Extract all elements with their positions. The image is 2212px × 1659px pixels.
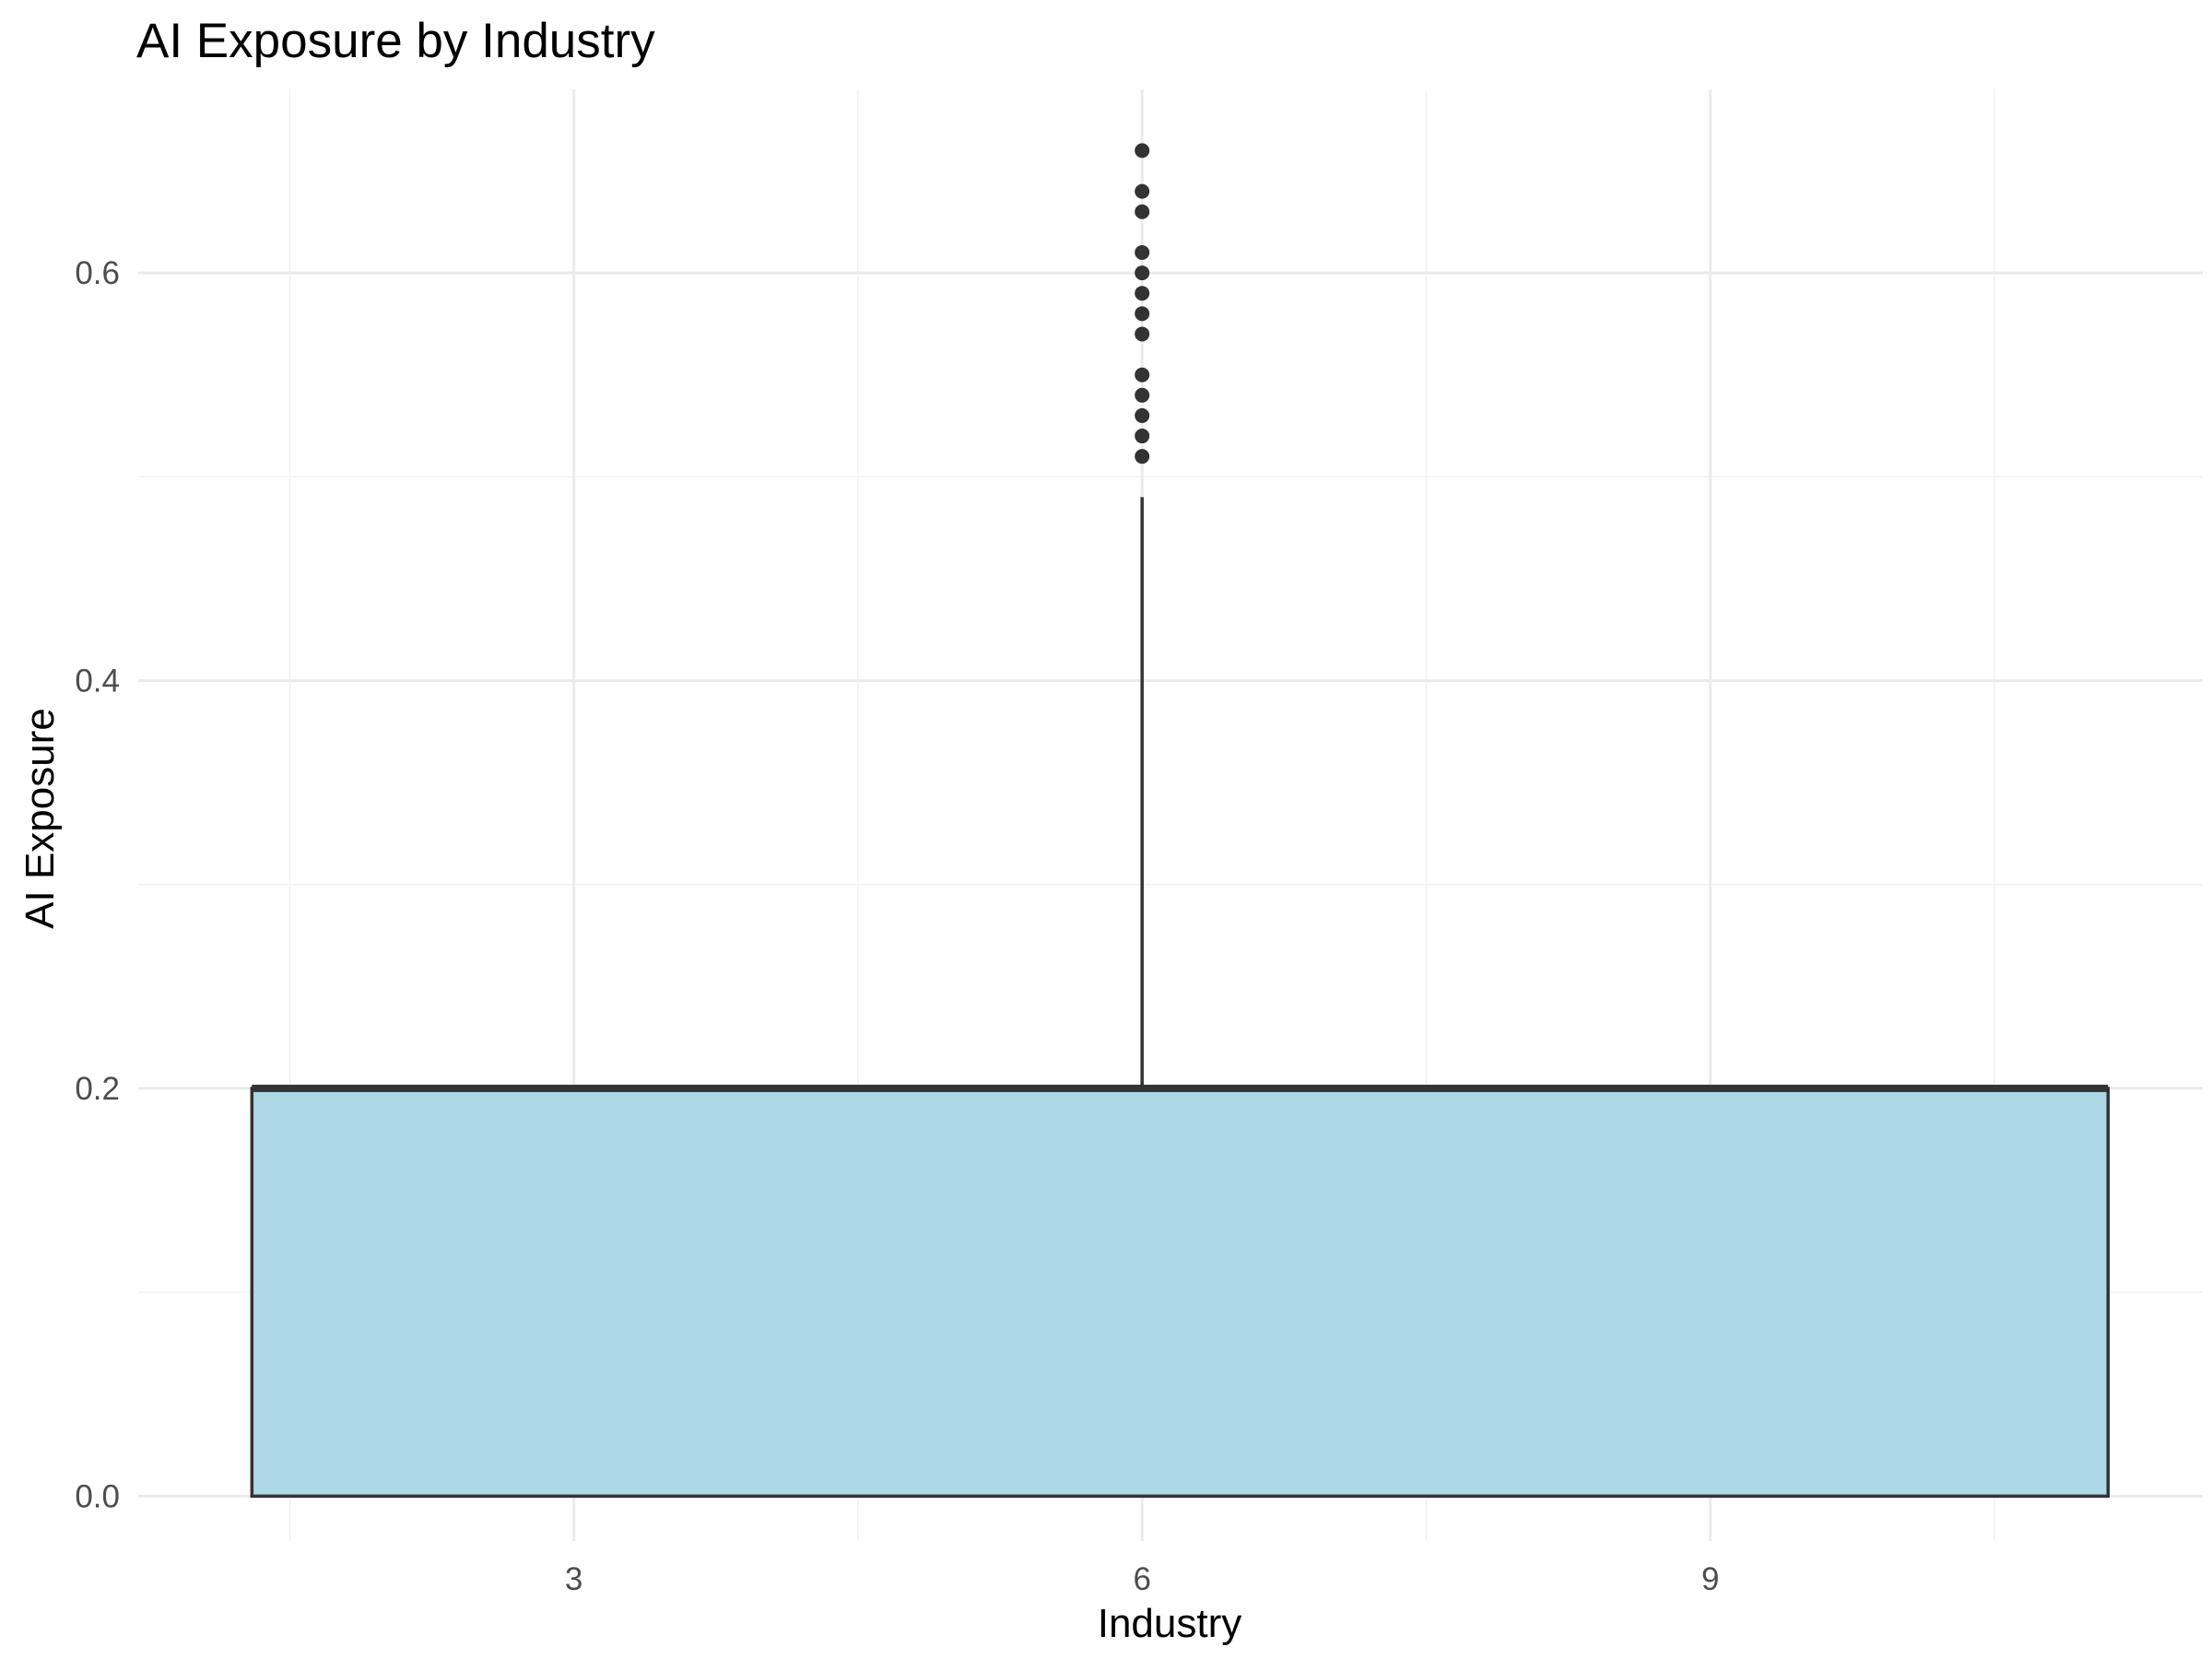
outlier-point (1135, 449, 1150, 465)
y-tick-label: 0.4 (75, 664, 120, 700)
y-tick-label: 0.6 (75, 255, 120, 291)
y-axis-ticks: 0.0 0.2 0.4 0.6 (75, 255, 120, 1514)
chart-title: AI Exposure by Industry (136, 14, 655, 68)
x-tick-label: 9 (1701, 1561, 1719, 1597)
x-tick-label: 6 (1133, 1561, 1150, 1597)
outlier-point (1135, 367, 1150, 382)
outlier-point (1135, 183, 1150, 199)
outlier-point (1135, 429, 1150, 444)
y-tick-label: 0.2 (75, 1071, 120, 1107)
y-axis-title: AI Exposure (18, 708, 63, 929)
outlier-point (1135, 286, 1150, 301)
outlier-point (1135, 143, 1150, 159)
outlier-point (1135, 306, 1150, 322)
outlier-point (1135, 387, 1150, 403)
x-tick-label: 3 (565, 1561, 582, 1597)
outlier-point (1135, 244, 1150, 260)
box (250, 1087, 2110, 1499)
outlier-point (1135, 265, 1150, 281)
outlier-point (1135, 407, 1150, 423)
outlier-point (1135, 326, 1150, 342)
x-axis-ticks: 3 6 9 (565, 1561, 1719, 1597)
y-tick-label: 0.0 (75, 1478, 120, 1514)
outlier-point (1135, 204, 1150, 219)
x-axis-title: Industry (1098, 1601, 1242, 1646)
plot-marks (250, 143, 2110, 1499)
